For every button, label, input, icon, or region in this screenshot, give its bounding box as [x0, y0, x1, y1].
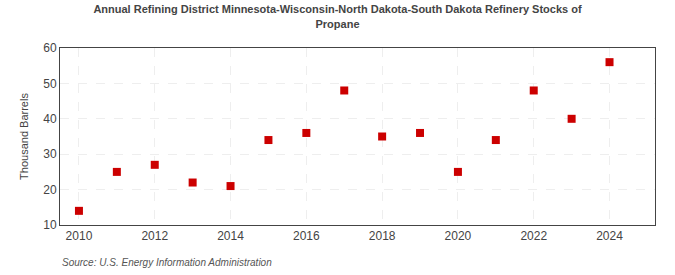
svg-text:Source: U.S. Energy Informatio: Source: U.S. Energy Information Administ… — [62, 257, 272, 268]
svg-text:2010: 2010 — [66, 229, 93, 243]
svg-text:2012: 2012 — [141, 229, 168, 243]
svg-text:2020: 2020 — [445, 229, 472, 243]
svg-text:60: 60 — [43, 41, 57, 55]
svg-text:2022: 2022 — [520, 229, 547, 243]
svg-text:50: 50 — [43, 77, 57, 91]
svg-text:20: 20 — [43, 183, 57, 197]
svg-text:2016: 2016 — [293, 229, 320, 243]
svg-text:2014: 2014 — [217, 229, 244, 243]
svg-text:Thousand Barrels: Thousand Barrels — [18, 93, 30, 180]
svg-text:30: 30 — [43, 147, 57, 161]
svg-text:2024: 2024 — [596, 229, 623, 243]
svg-text:40: 40 — [43, 112, 57, 126]
svg-text:10: 10 — [43, 218, 57, 232]
svg-text:2018: 2018 — [369, 229, 396, 243]
svg-text:Annual Refining District Minne: Annual Refining District Minnesota-Wisco… — [93, 3, 582, 29]
